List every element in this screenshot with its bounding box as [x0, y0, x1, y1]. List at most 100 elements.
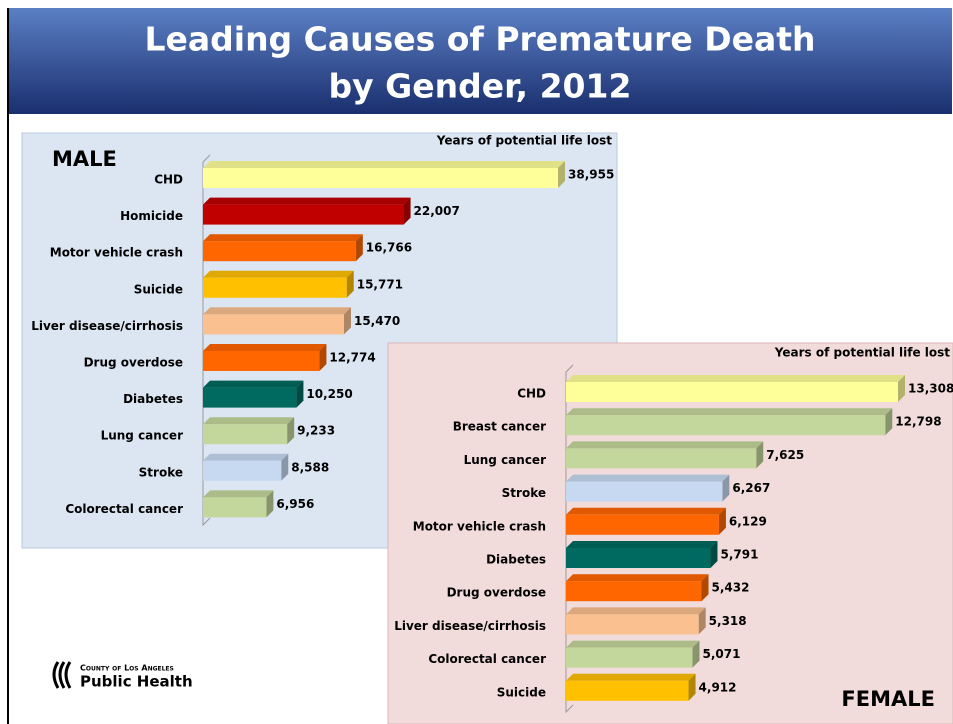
bar-side-shade [718, 507, 726, 535]
bar-top-shade [203, 417, 295, 425]
bar-side [355, 234, 363, 262]
bar [203, 241, 356, 262]
bar [203, 460, 282, 481]
bar-side-shade [692, 640, 700, 668]
bar-top [203, 234, 363, 242]
bar-side [698, 607, 706, 635]
category-label: CHD [517, 387, 546, 401]
bar-top [203, 490, 274, 498]
bar [203, 204, 404, 225]
bar-side [692, 640, 700, 668]
value-label: 22,007 [414, 204, 460, 218]
panel-title: MALE [52, 147, 117, 171]
category-label: Suicide [497, 685, 546, 699]
bar [203, 424, 288, 445]
bar-top-shade [203, 270, 354, 278]
bar-side-shade [756, 441, 764, 469]
bar-side [343, 307, 351, 335]
bar-side-shade [710, 541, 718, 568]
bar-side [558, 161, 565, 188]
bar-top [203, 417, 295, 425]
bar [566, 548, 711, 568]
category-label: Motor vehicle crash [413, 519, 546, 533]
bar [566, 514, 719, 535]
bar-side-shade [885, 408, 893, 436]
bar-side [688, 673, 696, 701]
bar-side [287, 417, 295, 445]
category-label: Suicide [134, 282, 183, 296]
value-label: 5,071 [703, 647, 741, 661]
logo-text: Public Health [80, 673, 193, 691]
bar-side [710, 541, 718, 568]
bar [566, 680, 689, 701]
bar-side [266, 490, 274, 518]
bar-side-shade [343, 307, 351, 335]
bar-top-shade [203, 490, 274, 498]
bar-top-shade [566, 673, 696, 681]
value-label: 15,470 [354, 314, 400, 328]
bar [203, 497, 267, 518]
bar [203, 277, 347, 298]
category-label: Lung cancer [101, 429, 184, 443]
value-label: 12,774 [329, 351, 375, 365]
axis-label: Years of potential life lost [436, 134, 612, 148]
bar [566, 415, 886, 436]
bar-side [701, 574, 709, 602]
category-label: Drug overdose [84, 356, 183, 370]
category-label: Diabetes [123, 392, 183, 406]
bar-top [203, 307, 351, 315]
bar-top [566, 574, 709, 582]
bar-top [566, 408, 893, 416]
bar-side [281, 453, 289, 481]
bar-top-shade [566, 607, 706, 615]
value-label: 8,588 [291, 460, 329, 474]
bar-side-shade [319, 344, 327, 371]
value-label: 4,912 [699, 680, 737, 694]
value-label: 6,956 [276, 497, 314, 511]
category-label: Colorectal cancer [428, 652, 546, 666]
header [8, 8, 952, 114]
value-label: 9,233 [297, 424, 335, 438]
bar-side-shade [266, 490, 274, 518]
bar-top-shade [203, 380, 304, 388]
bar [203, 387, 297, 408]
category-label: Homicide [120, 209, 183, 223]
bar-top-shade [566, 541, 718, 548]
bar [566, 614, 699, 635]
category-label: Motor vehicle crash [50, 246, 183, 260]
bar [566, 581, 702, 602]
logo-icon [52, 661, 72, 689]
value-label: 38,955 [568, 168, 614, 182]
bar-side-shade [698, 607, 706, 635]
value-label: 12,798 [895, 415, 941, 429]
bar-side-shade [346, 270, 354, 298]
bar-top-shade [566, 375, 905, 382]
bar-top-shade [203, 197, 411, 205]
bar-top-shade [203, 234, 363, 242]
category-label: Drug overdose [447, 586, 546, 600]
title-line: by Gender, 2012 [329, 67, 632, 106]
bar [566, 647, 693, 668]
bar [203, 314, 344, 335]
bar-side [346, 270, 354, 298]
category-label: CHD [154, 173, 183, 187]
bar-side-shade [722, 474, 730, 502]
bar-top [566, 375, 905, 382]
bar-side-shade [281, 453, 289, 481]
value-label: 5,318 [709, 614, 747, 628]
category-label: Liver disease/cirrhosis [31, 319, 183, 333]
category-label: Liver disease/cirrhosis [394, 619, 546, 633]
bar-top [203, 380, 304, 388]
bar-top [566, 673, 696, 681]
category-label: Breast cancer [453, 420, 546, 434]
bar-top [566, 640, 700, 648]
bar-side-shade [898, 375, 905, 402]
bar-side-shade [688, 673, 696, 701]
bar-side [296, 380, 304, 408]
bar-side [722, 474, 730, 502]
bar-top-shade [203, 344, 327, 351]
category-label: Diabetes [486, 553, 546, 567]
bar [566, 448, 757, 469]
value-label: 6,129 [729, 514, 767, 528]
